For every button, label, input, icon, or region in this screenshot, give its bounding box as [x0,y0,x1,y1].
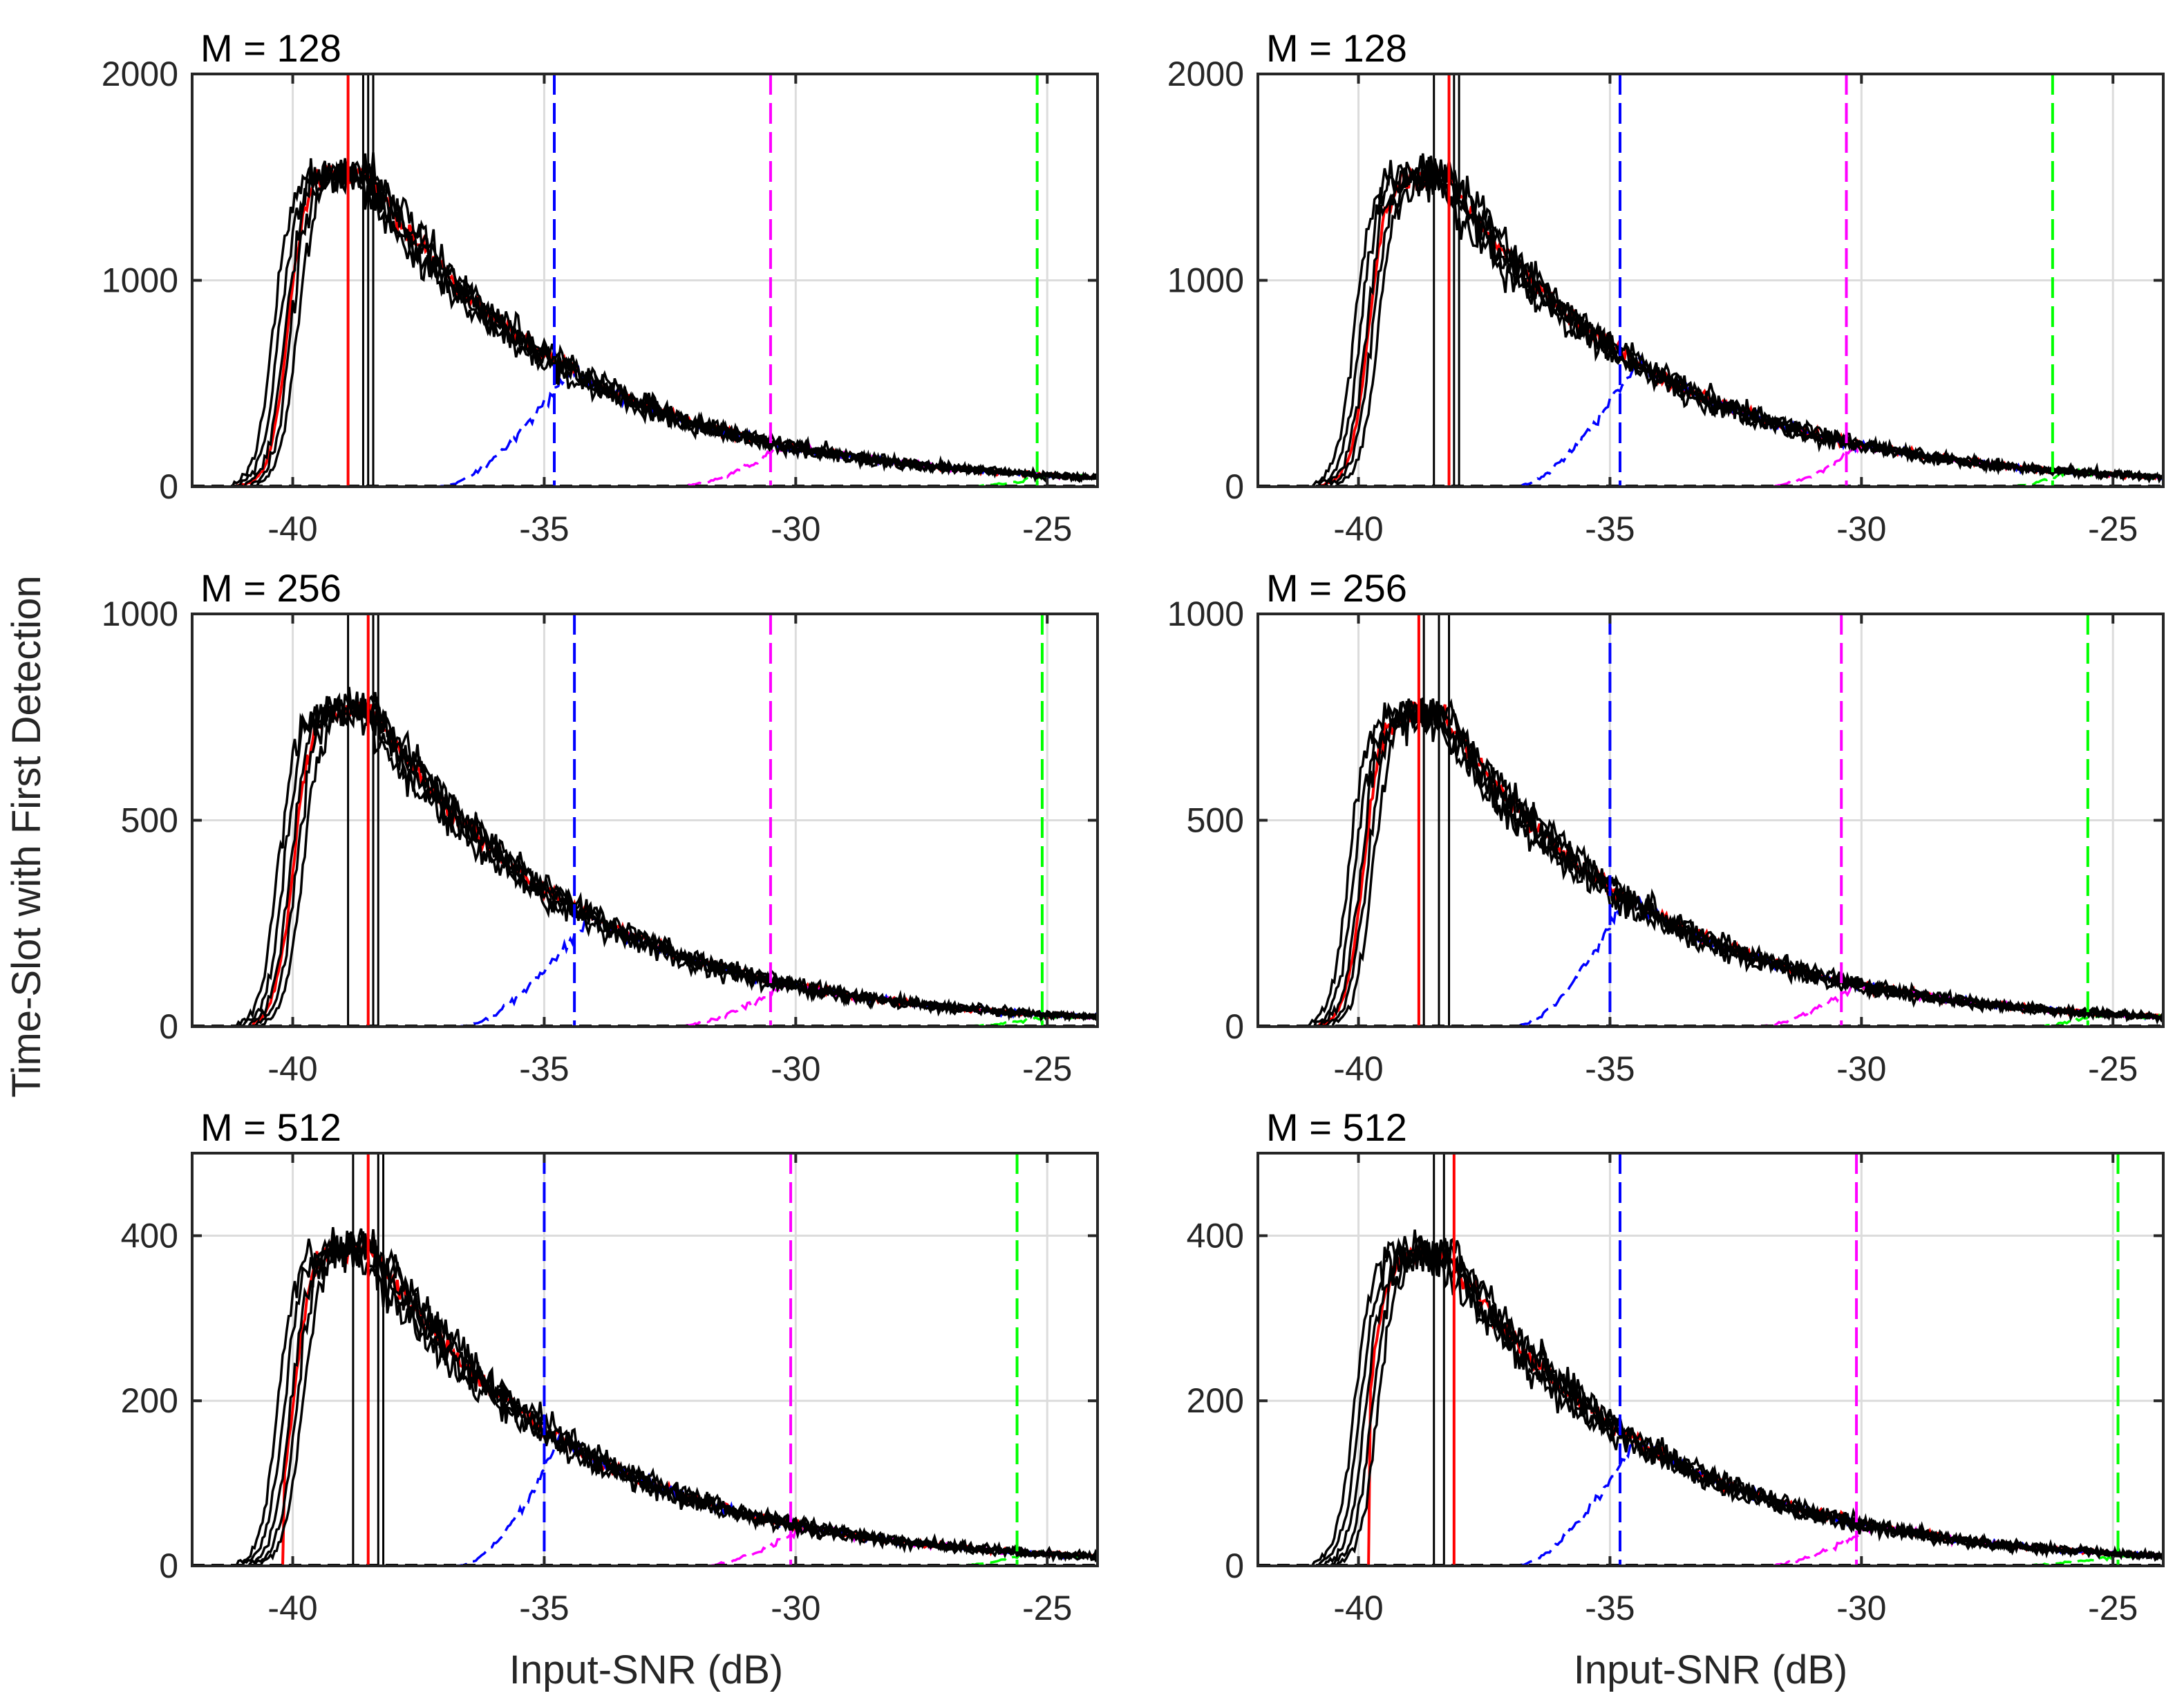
y-tick-label: 0 [1225,467,1244,506]
y-tick-label: 0 [159,467,178,506]
y-axis-label: Time-Slot with First Detection [4,575,49,1097]
y-tick-label: 1000 [1167,595,1244,633]
y-tick-label: 500 [121,801,178,840]
panel-title: M = 256 [200,566,341,610]
x-tick-label: -30 [1836,510,1886,548]
axes-box [1256,1152,2165,1567]
x-tick-label: -30 [1836,1589,1886,1627]
black-run-curve [192,1229,1098,1566]
x-tick-label: -40 [1333,1049,1383,1088]
axes-box [191,1152,1099,1567]
x-tick-label: -25 [2088,1589,2138,1627]
x-tick-label: -30 [771,1589,820,1627]
x-tick-label: -40 [267,1049,317,1088]
y-tick-label: 500 [1187,801,1244,840]
y-tick-label: 2000 [1167,55,1244,93]
panel-5: -40 -35 -30 -25 0 200 400 M = 512 [121,1105,1099,1627]
x-tick-label: -25 [1022,1049,1072,1088]
x-tick-label: -35 [1585,510,1635,548]
panel-title: M = 512 [200,1105,341,1149]
panel-3: -40 -35 -30 -25 0 500 1000 M = 256 [102,566,1099,1088]
y-tick-label: 200 [1187,1381,1244,1420]
y-tick-label: 400 [121,1216,178,1255]
x-tick-label: -35 [1585,1589,1635,1627]
plot-lines [192,614,1098,1027]
y-tick-label: 1000 [102,261,178,300]
y-tick-label: 0 [159,1007,178,1046]
panel-title: M = 512 [1266,1105,1407,1149]
x-tick-label: -25 [2088,510,2138,548]
black-run-curve [1258,698,2163,1027]
black-run-curve [1258,160,2163,487]
plot-lines [192,74,1098,487]
plot-area [1258,1153,2163,1566]
black-run-curve [192,152,1098,487]
x-tick-label: -35 [1585,1049,1635,1088]
panel-6: -40 -35 -30 -25 0 200 400 M = 512 [1187,1105,2165,1627]
x-tick-label: -40 [267,510,317,548]
y-tick-label: 1000 [102,595,178,633]
y-tick-label: 400 [1187,1216,1244,1255]
y-tick-label: 2000 [102,55,178,93]
x-tick-label: -30 [771,1049,820,1088]
black-run-curve [192,691,1098,1027]
panel-title: M = 128 [1266,26,1407,70]
panel-1: -40 -35 -30 -25 0 1000 2000 M = 128 [102,26,1099,548]
plot-area [192,1153,1098,1566]
x-tick-label: -25 [1022,510,1072,548]
x-tick-label: -30 [1836,1049,1886,1088]
y-tick-label: 0 [1225,1547,1244,1585]
black-run-curve [1258,1235,2163,1566]
y-tick-label: 1000 [1167,261,1244,300]
x-axis-label-right: Input-SNR (dB) [1574,1647,1847,1692]
x-tick-label: -25 [2088,1049,2138,1088]
x-tick-label: -30 [771,510,820,548]
x-tick-label: -35 [519,1589,569,1627]
panel-title: M = 128 [200,26,341,70]
y-tick-label: 0 [1225,1007,1244,1046]
panel-title: M = 256 [1266,566,1407,610]
black-run-curve [1258,698,2163,1027]
x-axis-label-left: Input-SNR (dB) [509,1647,783,1692]
x-tick-label: -40 [1333,510,1383,548]
panel-2: -40 -35 -30 -25 0 1000 2000 M = 128 [1167,26,2165,548]
y-tick-label: 0 [159,1547,178,1585]
y-tick-label: 200 [121,1381,178,1420]
panel-4: -40 -35 -30 -25 0 500 1000 M = 256 [1167,566,2165,1088]
x-tick-label: -35 [519,1049,569,1088]
black-run-curve [1258,160,2163,487]
x-tick-label: -35 [519,510,569,548]
x-tick-label: -40 [1333,1589,1383,1627]
series-magenta-curve [192,1523,1098,1566]
x-tick-label: -40 [267,1589,317,1627]
x-tick-label: -25 [1022,1589,1072,1627]
